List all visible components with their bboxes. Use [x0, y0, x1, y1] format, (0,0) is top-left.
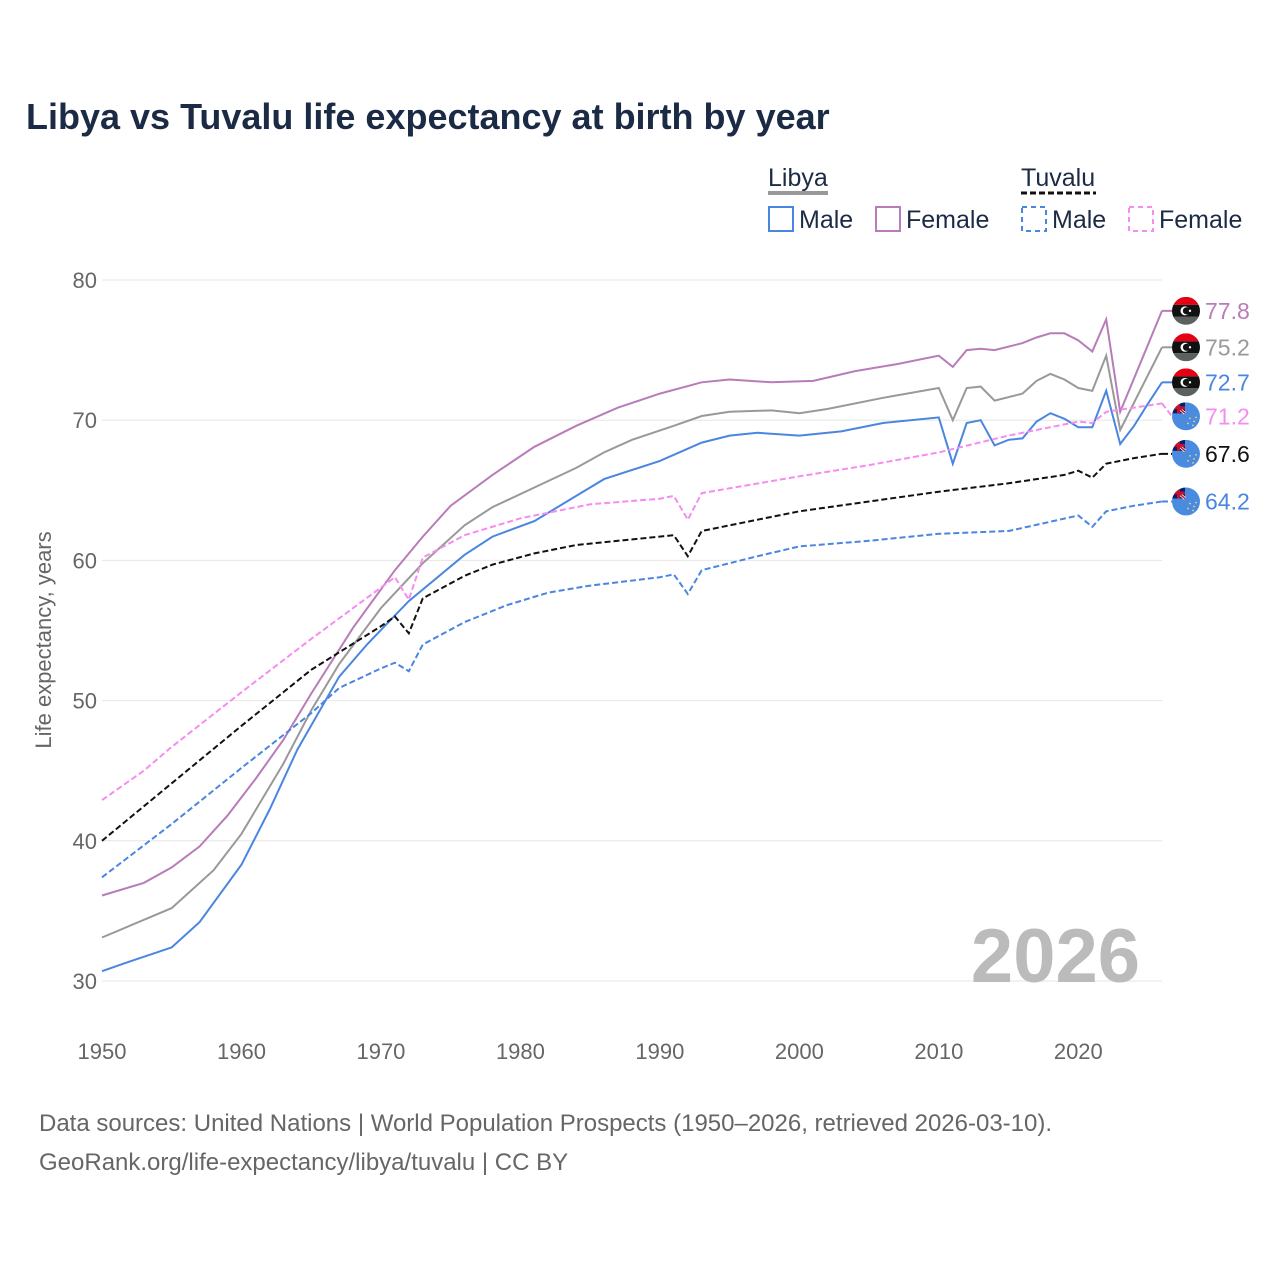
series-lines	[101, 310, 1163, 973]
series-line-tuvalu-male	[101, 500, 1163, 879]
x-tick-label: 2010	[914, 1039, 963, 1064]
legend-tuvalu-male[interactable]: Male	[1052, 206, 1106, 234]
x-tick-label: 1970	[356, 1039, 405, 1064]
x-tick-label: 1950	[78, 1039, 127, 1064]
libya-flag-icon	[1172, 368, 1200, 397]
end-value-label: 67.6	[1205, 441, 1250, 467]
x-tick-label: 2000	[775, 1039, 824, 1064]
libya-flag-icon	[1172, 296, 1200, 325]
legend-tuvalu-female-swatch	[1128, 206, 1154, 232]
tuvalu-flag-icon	[1172, 487, 1200, 516]
end-value-label: 64.2	[1205, 489, 1250, 515]
y-axis-label: Life expectancy, years	[31, 531, 56, 748]
end-connector	[1161, 402, 1173, 417]
legend-libya-male[interactable]: Male	[799, 206, 853, 234]
series-line-tuvalu-female	[101, 402, 1163, 801]
grid	[102, 279, 1162, 982]
libya-flag-icon	[1172, 333, 1200, 362]
series-line-tuvalu	[101, 452, 1163, 842]
legend: Libya Male Female Tuvalu Male Female	[768, 164, 1242, 234]
x-tick-label: 1980	[496, 1039, 545, 1064]
end-labels: 77.8 75.2 72.7 71.2 67.6 64.2	[1161, 296, 1250, 516]
x-tick-label: 1960	[217, 1039, 266, 1064]
series-line-libya-male	[101, 381, 1163, 973]
y-tick-label: 30	[73, 969, 97, 994]
y-tick-label: 60	[73, 548, 97, 573]
end-value-label: 71.2	[1205, 403, 1250, 429]
y-tick-label: 70	[73, 408, 97, 433]
y-tick-label: 80	[73, 268, 97, 293]
tuvalu-flag-icon	[1172, 439, 1200, 468]
y-axis: 30 40 50 60 70 80	[73, 268, 97, 994]
footer-sources: Data sources: United Nations | World Pop…	[39, 1110, 1052, 1137]
legend-libya-male-swatch	[768, 206, 794, 232]
tuvalu-flag-icon	[1172, 402, 1200, 431]
end-value-label: 75.2	[1205, 334, 1250, 360]
legend-group-libya[interactable]: Libya	[768, 164, 828, 192]
chart-title: Libya vs Tuvalu life expectancy at birth…	[26, 96, 830, 137]
x-axis: 1950 1960 1970 1980 1990 2000 2010 2020	[78, 1039, 1103, 1064]
legend-group-tuvalu[interactable]: Tuvalu	[1021, 164, 1095, 192]
legend-tuvalu-female[interactable]: Female	[1159, 206, 1242, 234]
series-line-libya	[101, 346, 1163, 939]
y-tick-label: 50	[73, 689, 97, 714]
x-tick-label: 1990	[635, 1039, 684, 1064]
year-watermark: 2026	[971, 914, 1140, 999]
legend-tuvalu-male-swatch	[1021, 206, 1047, 232]
footer-link[interactable]: GeoRank.org/life-expectancy/libya/tuvalu…	[39, 1149, 568, 1176]
y-tick-label: 40	[73, 829, 97, 854]
series-line-libya-female	[101, 310, 1163, 897]
legend-libya-female[interactable]: Female	[906, 206, 989, 234]
end-value-label: 77.8	[1205, 298, 1250, 324]
x-tick-label: 2020	[1054, 1039, 1103, 1064]
end-value-label: 72.7	[1205, 369, 1250, 395]
legend-libya-female-swatch	[875, 206, 901, 232]
